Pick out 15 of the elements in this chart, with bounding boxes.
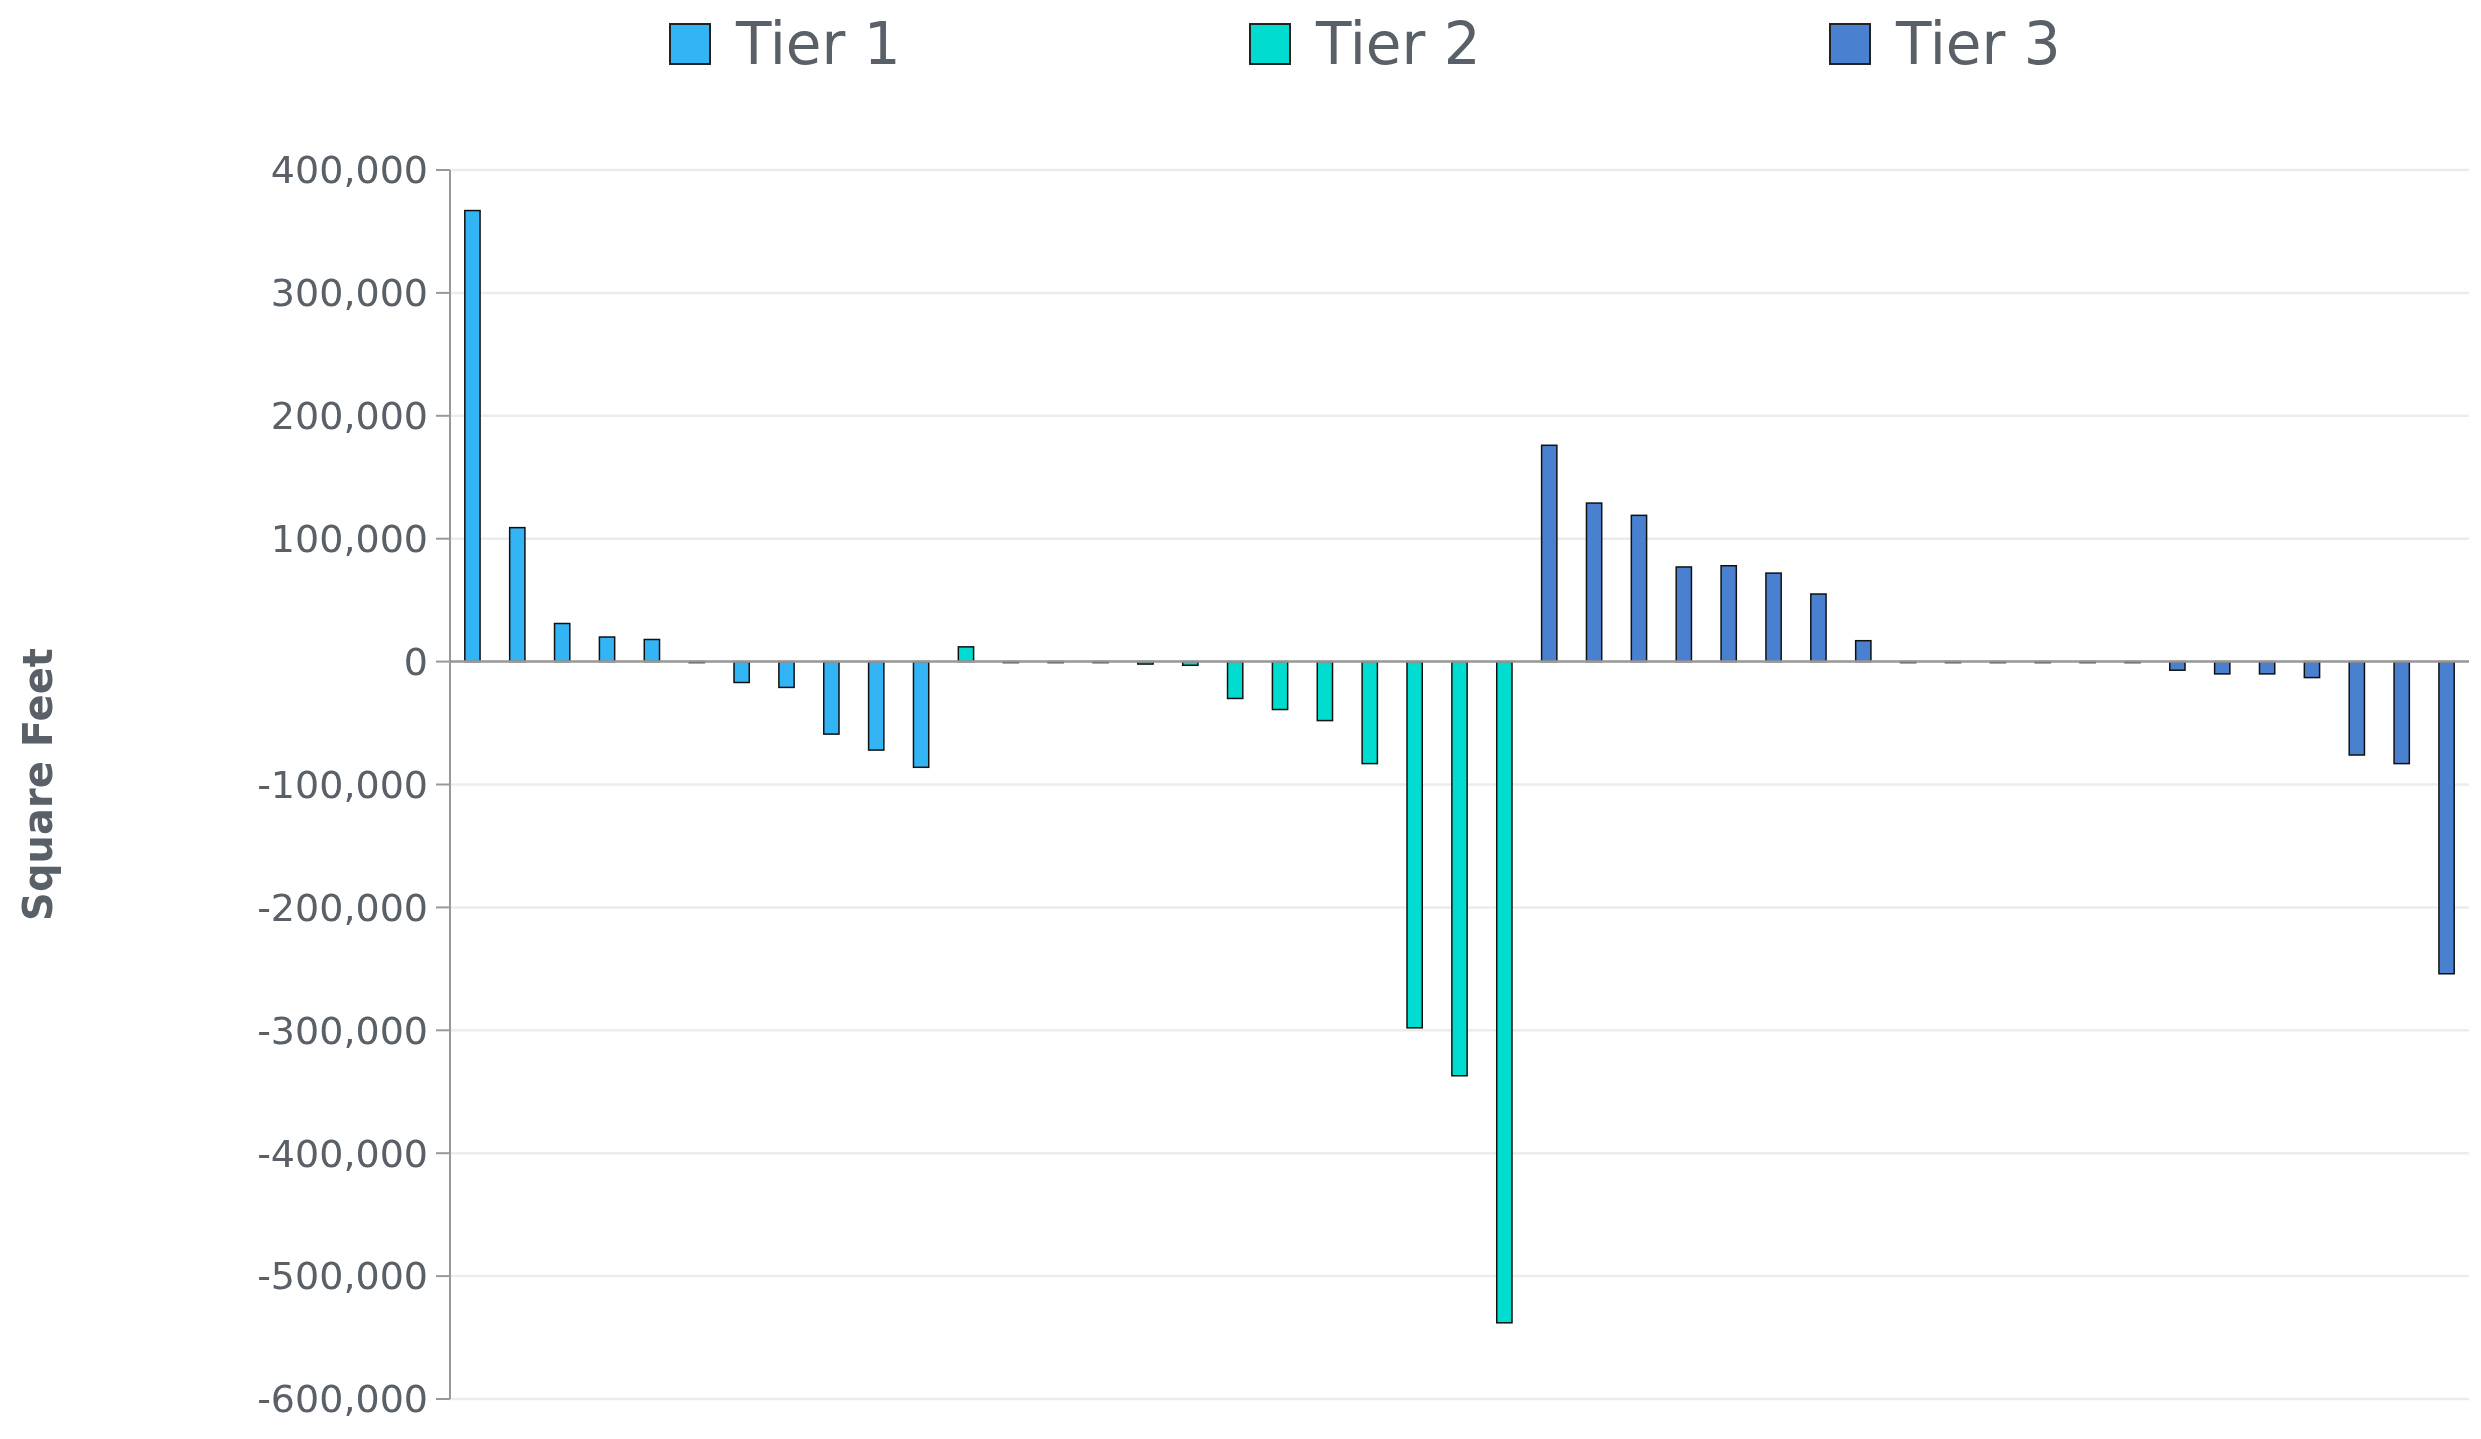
y-tick-label: 300,000 (270, 271, 428, 316)
legend-label: Tier 3 (1895, 10, 2061, 79)
y-tick-label: -400,000 (257, 1131, 428, 1176)
y-tick-label: -200,000 (257, 885, 428, 930)
y-tick-label: -500,000 (257, 1254, 428, 1299)
y-axis-title: Square Feet (15, 648, 61, 921)
y-tick-label: 200,000 (270, 394, 428, 439)
y-tick-label: -300,000 (257, 1008, 428, 1053)
y-tick-label: 100,000 (270, 517, 428, 561)
y-tick-label: -100,000 (257, 762, 428, 807)
y-tick-label: 0 (403, 639, 428, 684)
legend-label: Tier 1 (735, 10, 901, 79)
y-tick-label: 400,000 (270, 148, 428, 193)
y-tick-label: -600,000 (257, 1377, 428, 1422)
legend-label: Tier 2 (1315, 10, 1481, 79)
